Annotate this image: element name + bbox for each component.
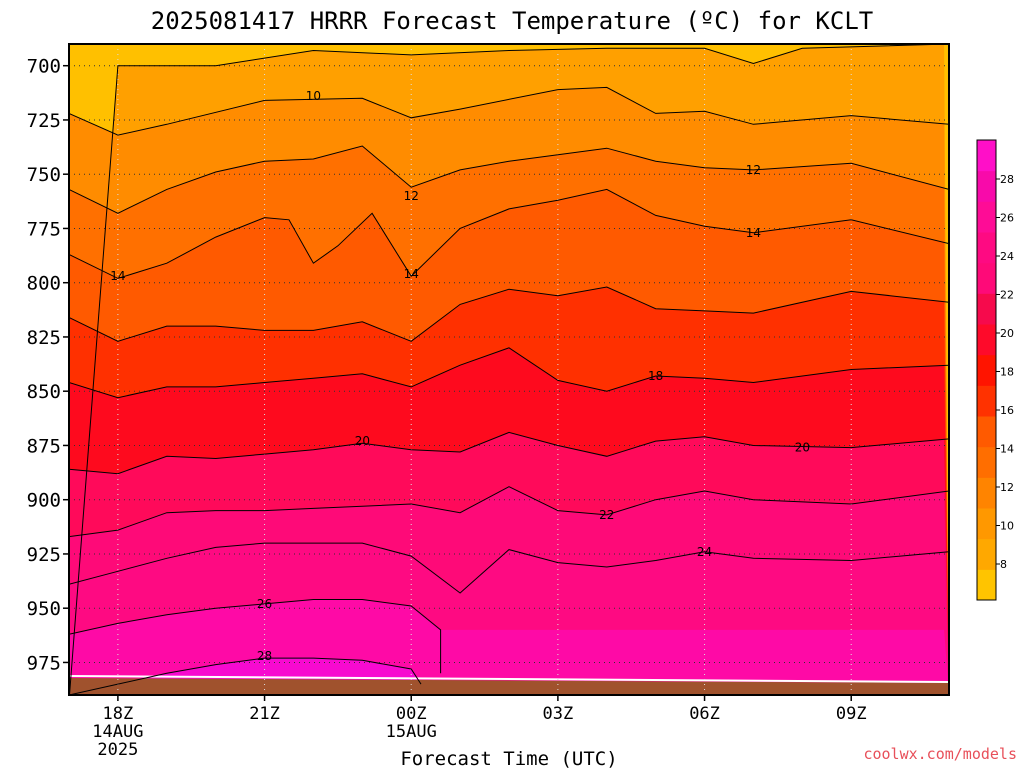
chart-title: 2025081417 HRRR Forecast Temperature (ºC… [151, 7, 873, 35]
colorbar-swatch [977, 324, 996, 356]
colorbar-swatch [977, 262, 996, 294]
colorbar-swatch [977, 232, 996, 264]
contour-18 [69, 347, 949, 399]
colorbar-swatch [977, 446, 996, 478]
contour-label-26: 26 [257, 597, 272, 611]
colorbar-tick-label: 28 [1000, 173, 1014, 186]
y-tick-label: 850 [27, 381, 61, 403]
colorbar-swatch [977, 477, 996, 509]
colorbar-tick-label: 16 [1000, 404, 1014, 417]
colorbar-tick-label: 14 [1000, 443, 1014, 456]
contour-label-18: 18 [648, 369, 663, 383]
x-tick-label: 03Z [543, 704, 574, 724]
temperature-fill-bands [69, 44, 949, 695]
colorbar-tick-label: 22 [1000, 289, 1014, 302]
contour-12 [69, 145, 949, 214]
colorbar-swatch [977, 538, 996, 570]
contour-label-12: 12 [746, 163, 761, 177]
contour-24 [69, 542, 949, 594]
colorbar-tick-label: 10 [1000, 520, 1014, 533]
contour-26 [69, 599, 442, 674]
colorbar-swatch [977, 508, 996, 540]
contour-16 [69, 286, 949, 342]
contour-label-20: 20 [355, 434, 370, 448]
y-tick-label: 700 [27, 56, 61, 78]
colorbar-swatch [977, 416, 996, 448]
plot-frame [68, 43, 950, 696]
colorbar-tick-label: 26 [1000, 212, 1014, 225]
y-tick-label: 775 [27, 218, 61, 240]
plot-area: 10 12 12 14 14 14 18 20 20 22 24 26 28 [69, 44, 949, 695]
contour-14 [69, 188, 949, 279]
colorbar-swatch [977, 170, 996, 202]
colorbar-tick-label: 12 [1000, 481, 1014, 494]
contour-20 [69, 431, 949, 475]
y-tick-label: 725 [27, 110, 61, 132]
colorbar-swatch [977, 201, 996, 233]
contour-28 [69, 657, 422, 695]
isotherm-contours [69, 44, 949, 695]
colorbar-tick-label: 20 [1000, 327, 1014, 340]
x-tick-label: 18Z [103, 704, 134, 724]
colorbar-swatch [977, 569, 996, 601]
x-tick-label: 00Z [396, 704, 427, 724]
x-tick-label: 06Z [689, 704, 720, 724]
contour-label-10: 10 [306, 89, 321, 103]
colorbar-tick-label: 24 [1000, 250, 1014, 263]
y-tick-label: 750 [27, 164, 61, 186]
ground-surface [69, 675, 949, 695]
pressure-axis: 700 725 750 775 800 825 850 875 900 925 950 975 [27, 56, 69, 674]
contour-label-12: 12 [404, 189, 419, 203]
x-tick-label: 09Z [836, 704, 867, 724]
x-tick-sublabel: 14AUG [92, 722, 143, 742]
x-tick-label: 21Z [249, 704, 280, 724]
x-tick-sublabel: 2025 [97, 740, 138, 760]
ground-edge [69, 675, 949, 683]
contour-label-14: 14 [746, 226, 761, 240]
colorbar-frame [976, 139, 997, 601]
colorbar-swatch [977, 354, 996, 386]
contour-22 [69, 486, 949, 538]
x-axis-label: Forecast Time (UTC) [400, 748, 617, 768]
contour-8 [69, 44, 949, 695]
contour-label-28: 28 [257, 649, 272, 663]
contour-labels: 10 12 12 14 14 14 18 20 20 22 24 26 28 [110, 89, 810, 663]
y-tick-label: 800 [27, 273, 61, 295]
colorbar-tick-label: 8 [1000, 558, 1007, 571]
y-tick-label: 900 [27, 490, 61, 512]
colorbar-swatch [977, 293, 996, 325]
y-tick-label: 975 [27, 652, 61, 674]
y-tick-label: 950 [27, 598, 61, 620]
contour-label-20: 20 [795, 441, 810, 455]
y-tick-label: 825 [27, 327, 61, 349]
contour-label-24: 24 [697, 545, 712, 559]
y-tick-label: 875 [27, 435, 61, 457]
colorbar: 8 10 12 14 16 18 20 22 24 26 28 [976, 139, 1014, 601]
y-tick-label: 925 [27, 544, 61, 566]
contour-label-14: 14 [404, 267, 419, 281]
credit-text: coolwx.com/models [863, 745, 1017, 763]
colorbar-tick-label: 18 [1000, 366, 1014, 379]
x-tick-sublabel: 15AUG [386, 722, 437, 742]
colorbar-swatch [977, 140, 996, 172]
ground-fill [69, 678, 949, 695]
contour-label-14: 14 [110, 269, 125, 283]
colorbar-swatch [977, 385, 996, 417]
contour-10 [69, 86, 949, 136]
contour-label-22: 22 [599, 508, 614, 522]
